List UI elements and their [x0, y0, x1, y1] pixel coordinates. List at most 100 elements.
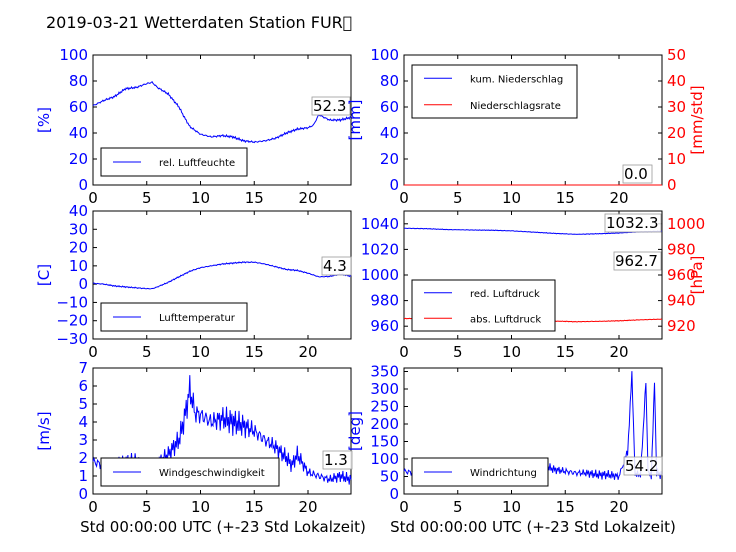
- y-tick-label: 1020: [361, 240, 399, 258]
- legend-entry: rel. Luftfeuchte: [159, 158, 235, 169]
- x-tick-label: 15: [245, 498, 264, 516]
- series-line: [92, 261, 352, 290]
- y-tick-label: 4: [78, 413, 88, 431]
- x-tick-label: 20: [609, 189, 628, 207]
- y-tick-label: 100: [59, 46, 88, 64]
- x-tick-label: 0: [88, 498, 98, 516]
- y-right-axis-label: [hPa]: [688, 256, 706, 295]
- x-tick-label: 10: [191, 343, 210, 361]
- x-tick-label: 10: [191, 498, 210, 516]
- value-annotation: 0.0: [624, 165, 648, 183]
- y-tick-label: 40: [69, 202, 88, 220]
- legend-entry: Windgeschwindigkeit: [159, 468, 265, 479]
- xlabel-right: Std 00:00:00 UTC (+-23 Std Lokalzeit): [390, 518, 676, 536]
- y-right-tick-label: 960: [667, 266, 696, 284]
- y-tick-label: 100: [370, 46, 399, 64]
- y-tick-label: 80: [69, 72, 88, 90]
- x-tick-label: 15: [556, 189, 575, 207]
- y-tick-label: −30: [56, 330, 88, 348]
- series-line: [92, 80, 352, 144]
- chart-panel: 0 5 10 15 20 0 20 40 60 80 100 0 10 20 30 40 50 [mm/std] […: [346, 46, 706, 207]
- y-axis-label: [mm]: [346, 100, 364, 141]
- value-annotation: 54.2: [625, 457, 658, 475]
- x-tick-label: 10: [502, 343, 521, 361]
- figure-title: 2019-03-21 Wetterdaten Station FUR : [46, 13, 352, 32]
- legend-entry: kum. Niederschlag: [470, 74, 563, 85]
- y-tick-label: 0: [389, 176, 399, 194]
- legend-entry: abs. Luftdruck: [470, 314, 541, 325]
- legend: red. Luftdruck abs. Luftdruck: [411, 279, 556, 332]
- y-tick-label: 200: [370, 415, 399, 433]
- value-annotation: 4.3: [323, 257, 347, 275]
- x-tick-label: 10: [502, 189, 521, 207]
- chart-panel: 0 5 10 15 20050100150200250300350[deg]Windri…: [346, 363, 663, 516]
- y-tick-label: 80: [380, 72, 399, 90]
- y-tick-label: 0: [78, 485, 88, 503]
- x-tick-label: 0: [399, 343, 409, 361]
- y-axis-label: [m/s]: [35, 411, 53, 450]
- y-tick-label: 0: [389, 485, 399, 503]
- y-right-tick-label: 0: [667, 176, 677, 194]
- x-tick-label: 0: [399, 498, 409, 516]
- y-axis-label: [C]: [35, 264, 53, 286]
- y-right-axis-label: [mm/std]: [688, 85, 706, 154]
- value-box: [623, 456, 663, 476]
- y-right-tick-label: 20: [667, 124, 686, 142]
- x-tick-label: 15: [556, 498, 575, 516]
- y-tick-label: 6: [78, 377, 88, 395]
- legend-entry: Lufttemperatur: [159, 313, 236, 324]
- y-tick-label: 10: [69, 257, 88, 275]
- y-tick-label: 1000: [361, 266, 399, 284]
- y-tick-label: 1040: [361, 215, 399, 233]
- y-tick-label: 0: [78, 275, 88, 293]
- x-tick-label: 0: [399, 189, 409, 207]
- y-tick-label: 40: [69, 124, 88, 142]
- x-tick-label: 10: [502, 498, 521, 516]
- y-tick-label: −10: [56, 293, 88, 311]
- x-tick-label: 10: [191, 189, 210, 207]
- x-tick-label: 20: [609, 343, 628, 361]
- x-tick-label: 20: [298, 189, 317, 207]
- chart-panel: 0 5 10 15 2001234567[m/s]Windgeschwindigkeit…: [35, 359, 353, 516]
- legend: Windgeschwindigkeit: [100, 457, 280, 487]
- x-tick-label: 5: [142, 343, 152, 361]
- y-tick-label: 250: [370, 398, 399, 416]
- legend: rel. Luftfeuchte: [100, 147, 248, 177]
- y-tick-label: 7: [78, 359, 88, 377]
- y-tick-label: 50: [380, 468, 399, 486]
- y-tick-label: 1: [78, 467, 88, 485]
- y-tick-label: 0: [78, 176, 88, 194]
- x-tick-label: 0: [88, 343, 98, 361]
- chart-panel: 0 5 10 15 20−30−20−10010203040[C]Lufttempera…: [35, 202, 352, 361]
- value-box: [622, 164, 653, 184]
- chart-panel: 0 5 10 15 20 0 20 40 60 80 100 [%] rel. Luftfeuchte 5…: [35, 46, 352, 207]
- y-tick-label: 2: [78, 449, 88, 467]
- value-box: [604, 213, 662, 233]
- value-box: [321, 256, 352, 276]
- legend-entry: red. Luftdruck: [470, 289, 540, 300]
- y-right-tick-label: 980: [667, 240, 696, 258]
- value-box: [322, 450, 353, 470]
- y-axis-label: [deg]: [346, 411, 364, 451]
- legend: Lufttemperatur: [100, 302, 248, 332]
- y-axis-label: [%]: [35, 107, 53, 133]
- xlabel-left: Std 00:00:00 UTC (+-23 Std Lokalzeit): [80, 518, 366, 536]
- y-tick-label: 100: [370, 450, 399, 468]
- y-right-tick-label: 40: [667, 72, 686, 90]
- y-right-tick-label: 940: [667, 292, 696, 310]
- value-annotation: 1.3: [324, 451, 348, 469]
- value-annotation: 962.7: [615, 252, 658, 270]
- y-tick-label: 300: [370, 380, 399, 398]
- x-tick-label: 15: [245, 343, 264, 361]
- value-box: [613, 251, 662, 271]
- legend-entry: Windrichtung: [470, 468, 537, 479]
- x-tick-label: 5: [142, 189, 152, 207]
- y-tick-label: −20: [56, 312, 88, 330]
- x-tick-label: 15: [245, 189, 264, 207]
- y-tick-label: 350: [370, 363, 399, 381]
- chart-panel: 0 5 10 15 20 960 980 1000 1020 1040 920 940 960 980 10…: [361, 210, 706, 361]
- y-tick-label: 960: [370, 317, 399, 335]
- x-tick-label: 20: [298, 343, 317, 361]
- legend-entry: Niederschlagsrate: [470, 101, 561, 112]
